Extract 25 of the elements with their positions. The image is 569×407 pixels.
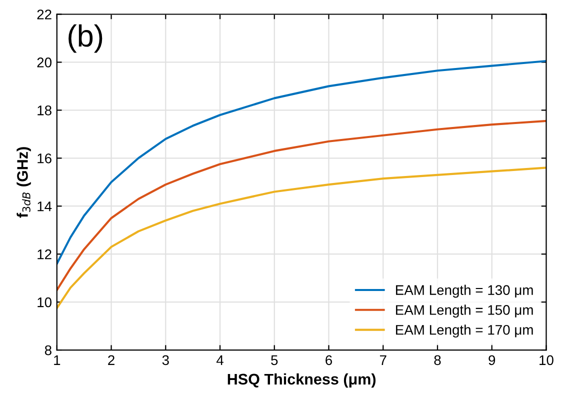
x-tick-label: 1 xyxy=(54,355,60,365)
y-tick-label: 18 xyxy=(38,106,52,116)
y-tick-label: 12 xyxy=(38,249,52,260)
y-tick-label: 8 xyxy=(44,345,52,356)
x-tick-label: 8 xyxy=(434,355,441,366)
y-tick-label: 16 xyxy=(38,153,52,164)
x-tick-label: 10 xyxy=(540,355,554,366)
x-tick-label: 5 xyxy=(271,355,278,366)
x-tick-label: 3 xyxy=(162,355,169,366)
x-tick-label: 9 xyxy=(488,355,496,366)
legend-label: EAM Length = 150 μm xyxy=(396,304,533,318)
y-tick-label: 10 xyxy=(38,297,52,308)
legend-label: EAM Length = 170 μm xyxy=(396,324,533,338)
x-axis-title: HSQ Thickness (μm) xyxy=(228,373,376,388)
x-tick-label: 6 xyxy=(326,355,332,366)
annotation: (b) xyxy=(68,24,102,53)
y-axis-title: f$_{3dB}$ (GHz) xyxy=(16,147,31,218)
y-tick-label: 22 xyxy=(37,10,52,20)
x-tick-label: 4 xyxy=(216,355,224,365)
x-tick-label: 7 xyxy=(380,355,386,365)
y-tick-label: 14 xyxy=(38,202,52,212)
legend-label: EAM Length = 130 μm xyxy=(396,284,533,298)
y-tick-label: 20 xyxy=(37,58,52,68)
line-series xyxy=(56,60,546,265)
x-tick-label: 2 xyxy=(108,355,114,365)
